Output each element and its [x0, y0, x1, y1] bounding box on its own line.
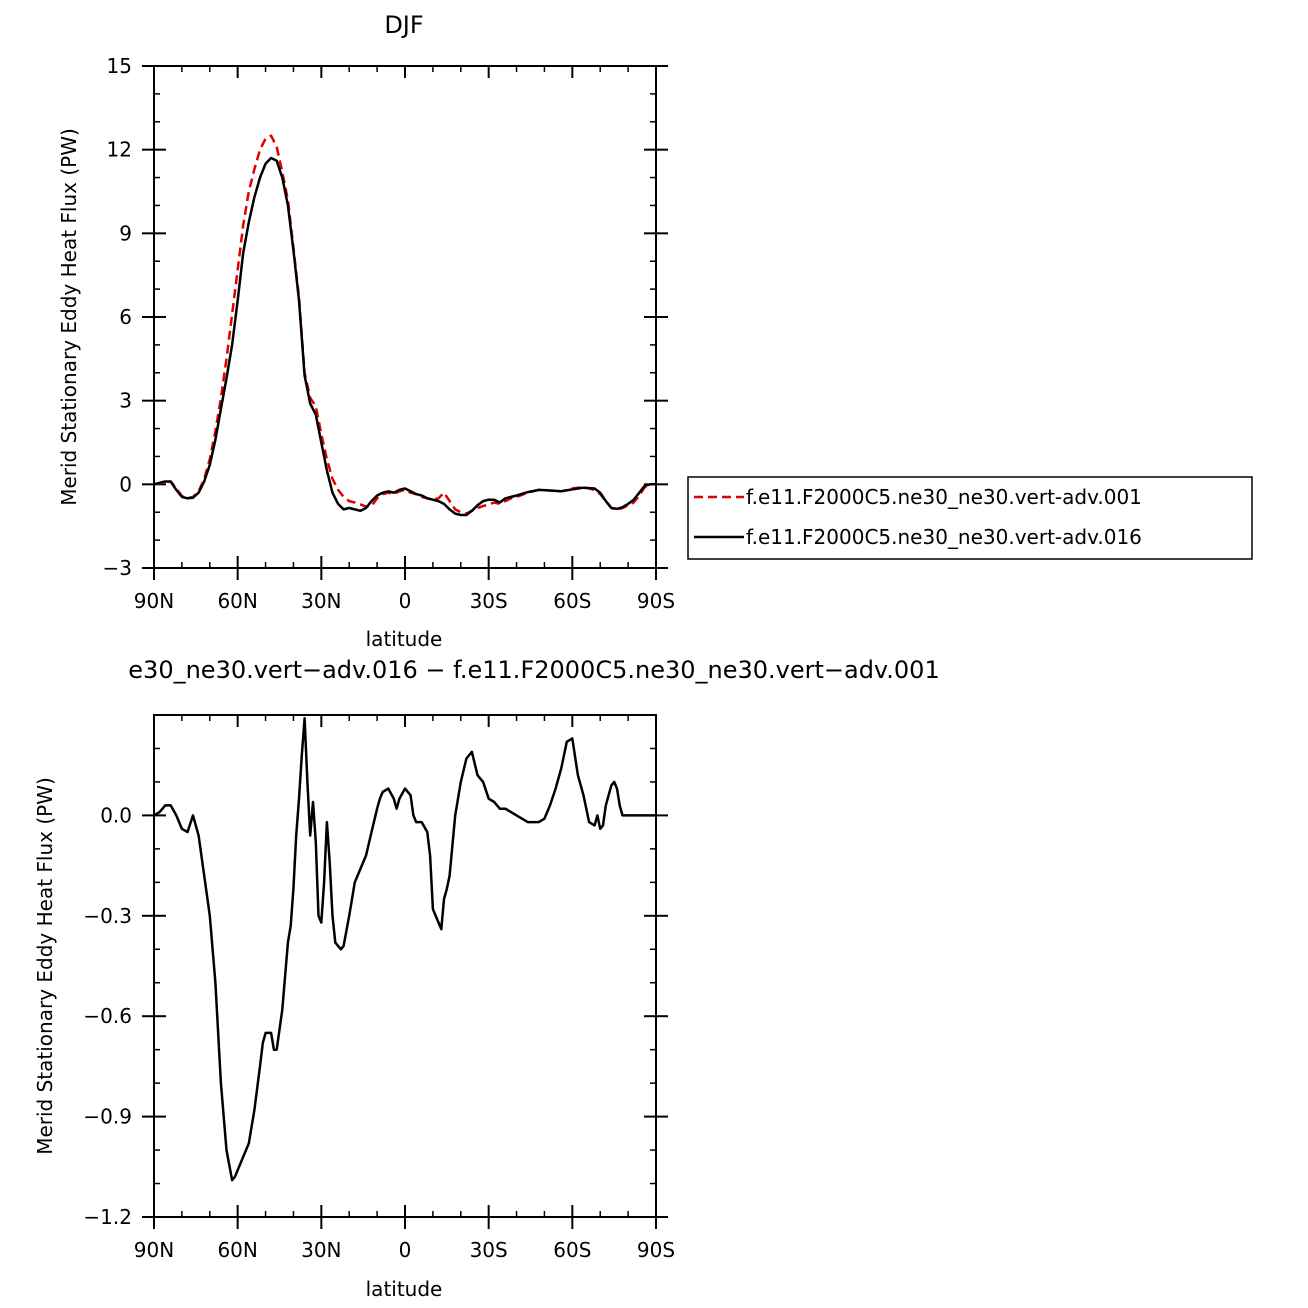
legend-box	[687, 476, 1253, 560]
top-series-line-1	[153, 156, 656, 517]
top-panel: DJF 90N 60N 30N 0 30S 60S 90S −3 0 3 6 9 12 15 latitu…	[57, 11, 1253, 651]
bottom-x-tick-label: 30N	[301, 1238, 341, 1262]
bottom-series-lines	[153, 717, 656, 1182]
top-y-tick-label: 3	[119, 389, 132, 413]
top-series-line-0	[153, 134, 656, 515]
bottom-x-tick-label: 60N	[217, 1238, 257, 1262]
top-y-tick-label: 0	[119, 472, 132, 496]
bottom-x-tick-label: 90S	[637, 1238, 675, 1262]
bottom-y-tick-label: −0.9	[83, 1105, 132, 1129]
bottom-panel: e30_ne30.vert−adv.016 − f.e11.F2000C5.ne…	[33, 656, 940, 1301]
bottom-plot-frame	[153, 714, 657, 1218]
top-x-tick-label: 30N	[301, 589, 341, 613]
bottom-y-tick-label: −1.2	[83, 1205, 132, 1229]
top-y-tick-label: 6	[119, 305, 132, 329]
top-x-tick-label: 0	[399, 589, 412, 613]
top-x-tick-label: 60N	[217, 589, 257, 613]
legend: f.e11.F2000C5.ne30_ne30.vert-adv.001 f.e…	[687, 476, 1253, 560]
bottom-y-axis-label: Merid Stationary Eddy Heat Flux (PW)	[33, 777, 57, 1155]
bottom-x-tick-label: 60S	[553, 1238, 591, 1262]
top-x-tick-label: 30S	[470, 589, 508, 613]
bottom-chart-title: e30_ne30.vert−adv.016 − f.e11.F2000C5.ne…	[128, 656, 939, 684]
legend-label-016: f.e11.F2000C5.ne30_ne30.vert-adv.016	[746, 525, 1142, 549]
top-x-tick-label: 90N	[134, 589, 174, 613]
top-series-lines	[153, 134, 656, 517]
bottom-y-tick-label: −0.6	[83, 1004, 132, 1028]
legend-label-001: f.e11.F2000C5.ne30_ne30.vert-adv.001	[746, 485, 1142, 509]
bottom-x-axis-label: latitude	[366, 1277, 443, 1301]
top-y-tick-label: −3	[103, 556, 132, 580]
top-y-axis-label: Merid Stationary Eddy Heat Flux (PW)	[57, 128, 81, 506]
top-y-tick-label: 15	[107, 54, 132, 78]
bottom-y-tick-label: −0.3	[83, 904, 132, 928]
top-y-tick-label: 9	[119, 221, 132, 245]
bottom-ticks: 90N 60N 30N 0 30S 60S 90S −1.2 −0.9 −0.6 −0.3 0.0	[83, 714, 675, 1262]
bottom-series-line-0	[153, 717, 656, 1182]
top-x-tick-label: 60S	[553, 589, 591, 613]
top-y-tick-label: 12	[107, 138, 132, 162]
top-x-tick-label: 90S	[637, 589, 675, 613]
top-x-axis-label: latitude	[366, 627, 443, 651]
bottom-x-tick-label: 30S	[470, 1238, 508, 1262]
top-chart-title: DJF	[384, 11, 423, 39]
bottom-x-tick-label: 0	[399, 1238, 412, 1262]
top-plot-frame	[153, 65, 657, 569]
bottom-y-tick-label: 0.0	[100, 803, 132, 827]
bottom-x-tick-label: 90N	[134, 1238, 174, 1262]
top-ticks: 90N 60N 30N 0 30S 60S 90S −3 0 3 6 9 12 15	[103, 54, 676, 613]
